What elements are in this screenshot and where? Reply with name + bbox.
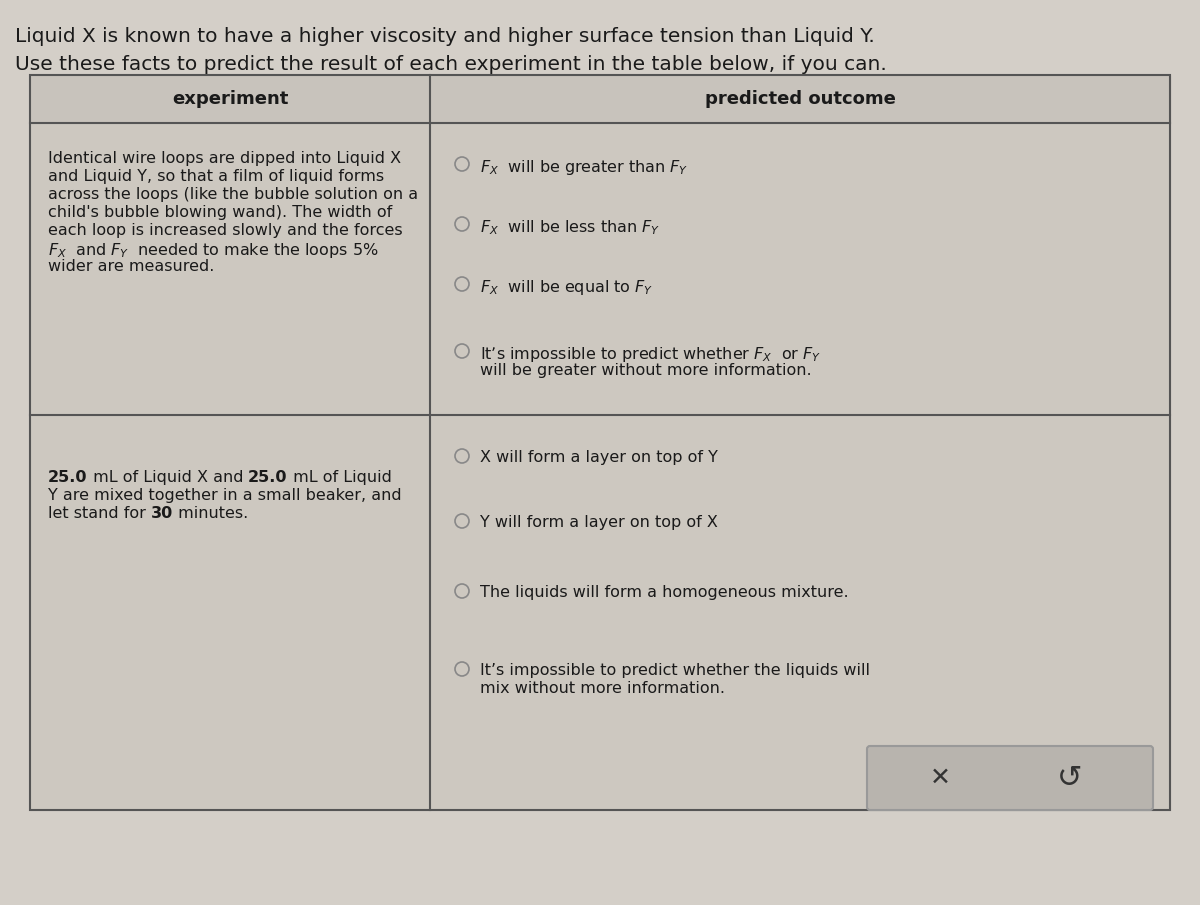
- Text: $F_X$  will be less than $F_Y$: $F_X$ will be less than $F_Y$: [480, 218, 660, 237]
- Text: X will form a layer on top of Y: X will form a layer on top of Y: [480, 450, 718, 465]
- Text: across the loops (like the bubble solution on a: across the loops (like the bubble soluti…: [48, 187, 418, 202]
- Text: each loop is increased slowly and the forces: each loop is increased slowly and the fo…: [48, 223, 403, 238]
- Bar: [30, 75, 1170, 123]
- Text: mix without more information.: mix without more information.: [480, 681, 725, 696]
- Text: child's bubble blowing wand). The width of: child's bubble blowing wand). The width …: [48, 205, 392, 220]
- Text: Y are mixed together in a small beaker, and: Y are mixed together in a small beaker, …: [48, 488, 402, 503]
- Text: 30: 30: [151, 506, 173, 521]
- Text: and Liquid Y, so that a film of liquid forms: and Liquid Y, so that a film of liquid f…: [48, 169, 384, 184]
- Text: Identical wire loops are dipped into Liquid X: Identical wire loops are dipped into Liq…: [48, 151, 401, 166]
- Text: let stand for: let stand for: [48, 506, 151, 521]
- Text: minutes.: minutes.: [173, 506, 248, 521]
- Text: The liquids will form a homogeneous mixture.: The liquids will form a homogeneous mixt…: [480, 585, 848, 600]
- FancyBboxPatch shape: [866, 746, 1153, 810]
- Text: $F_X$  and $F_Y$  needed to make the loops 5%: $F_X$ and $F_Y$ needed to make the loops…: [48, 241, 379, 260]
- Text: 25.0: 25.0: [248, 470, 288, 485]
- Text: Use these facts to predict the result of each experiment in the table below, if : Use these facts to predict the result of…: [14, 55, 887, 74]
- Text: mL of Liquid X and: mL of Liquid X and: [88, 470, 248, 485]
- Text: Liquid X is known to have a higher viscosity and higher surface tension than Liq: Liquid X is known to have a higher visco…: [14, 27, 875, 46]
- Text: $F_X$  will be equal to $F_Y$: $F_X$ will be equal to $F_Y$: [480, 278, 654, 297]
- Text: It’s impossible to predict whether $F_X$  or $F_Y$: It’s impossible to predict whether $F_X$…: [480, 345, 821, 364]
- Text: ✕: ✕: [930, 766, 950, 790]
- Text: will be greater without more information.: will be greater without more information…: [480, 363, 811, 378]
- Text: predicted outcome: predicted outcome: [704, 90, 895, 108]
- Text: ↺: ↺: [1057, 764, 1082, 793]
- Text: It’s impossible to predict whether the liquids will: It’s impossible to predict whether the l…: [480, 663, 870, 678]
- Text: wider are measured.: wider are measured.: [48, 259, 215, 274]
- Text: experiment: experiment: [172, 90, 288, 108]
- Text: mL of Liquid: mL of Liquid: [288, 470, 391, 485]
- Text: 25.0: 25.0: [48, 470, 88, 485]
- Bar: [30, 75, 1170, 810]
- Text: $F_X$  will be greater than $F_Y$: $F_X$ will be greater than $F_Y$: [480, 158, 689, 177]
- Bar: [30, 75, 1170, 810]
- Text: Y will form a layer on top of X: Y will form a layer on top of X: [480, 515, 718, 530]
